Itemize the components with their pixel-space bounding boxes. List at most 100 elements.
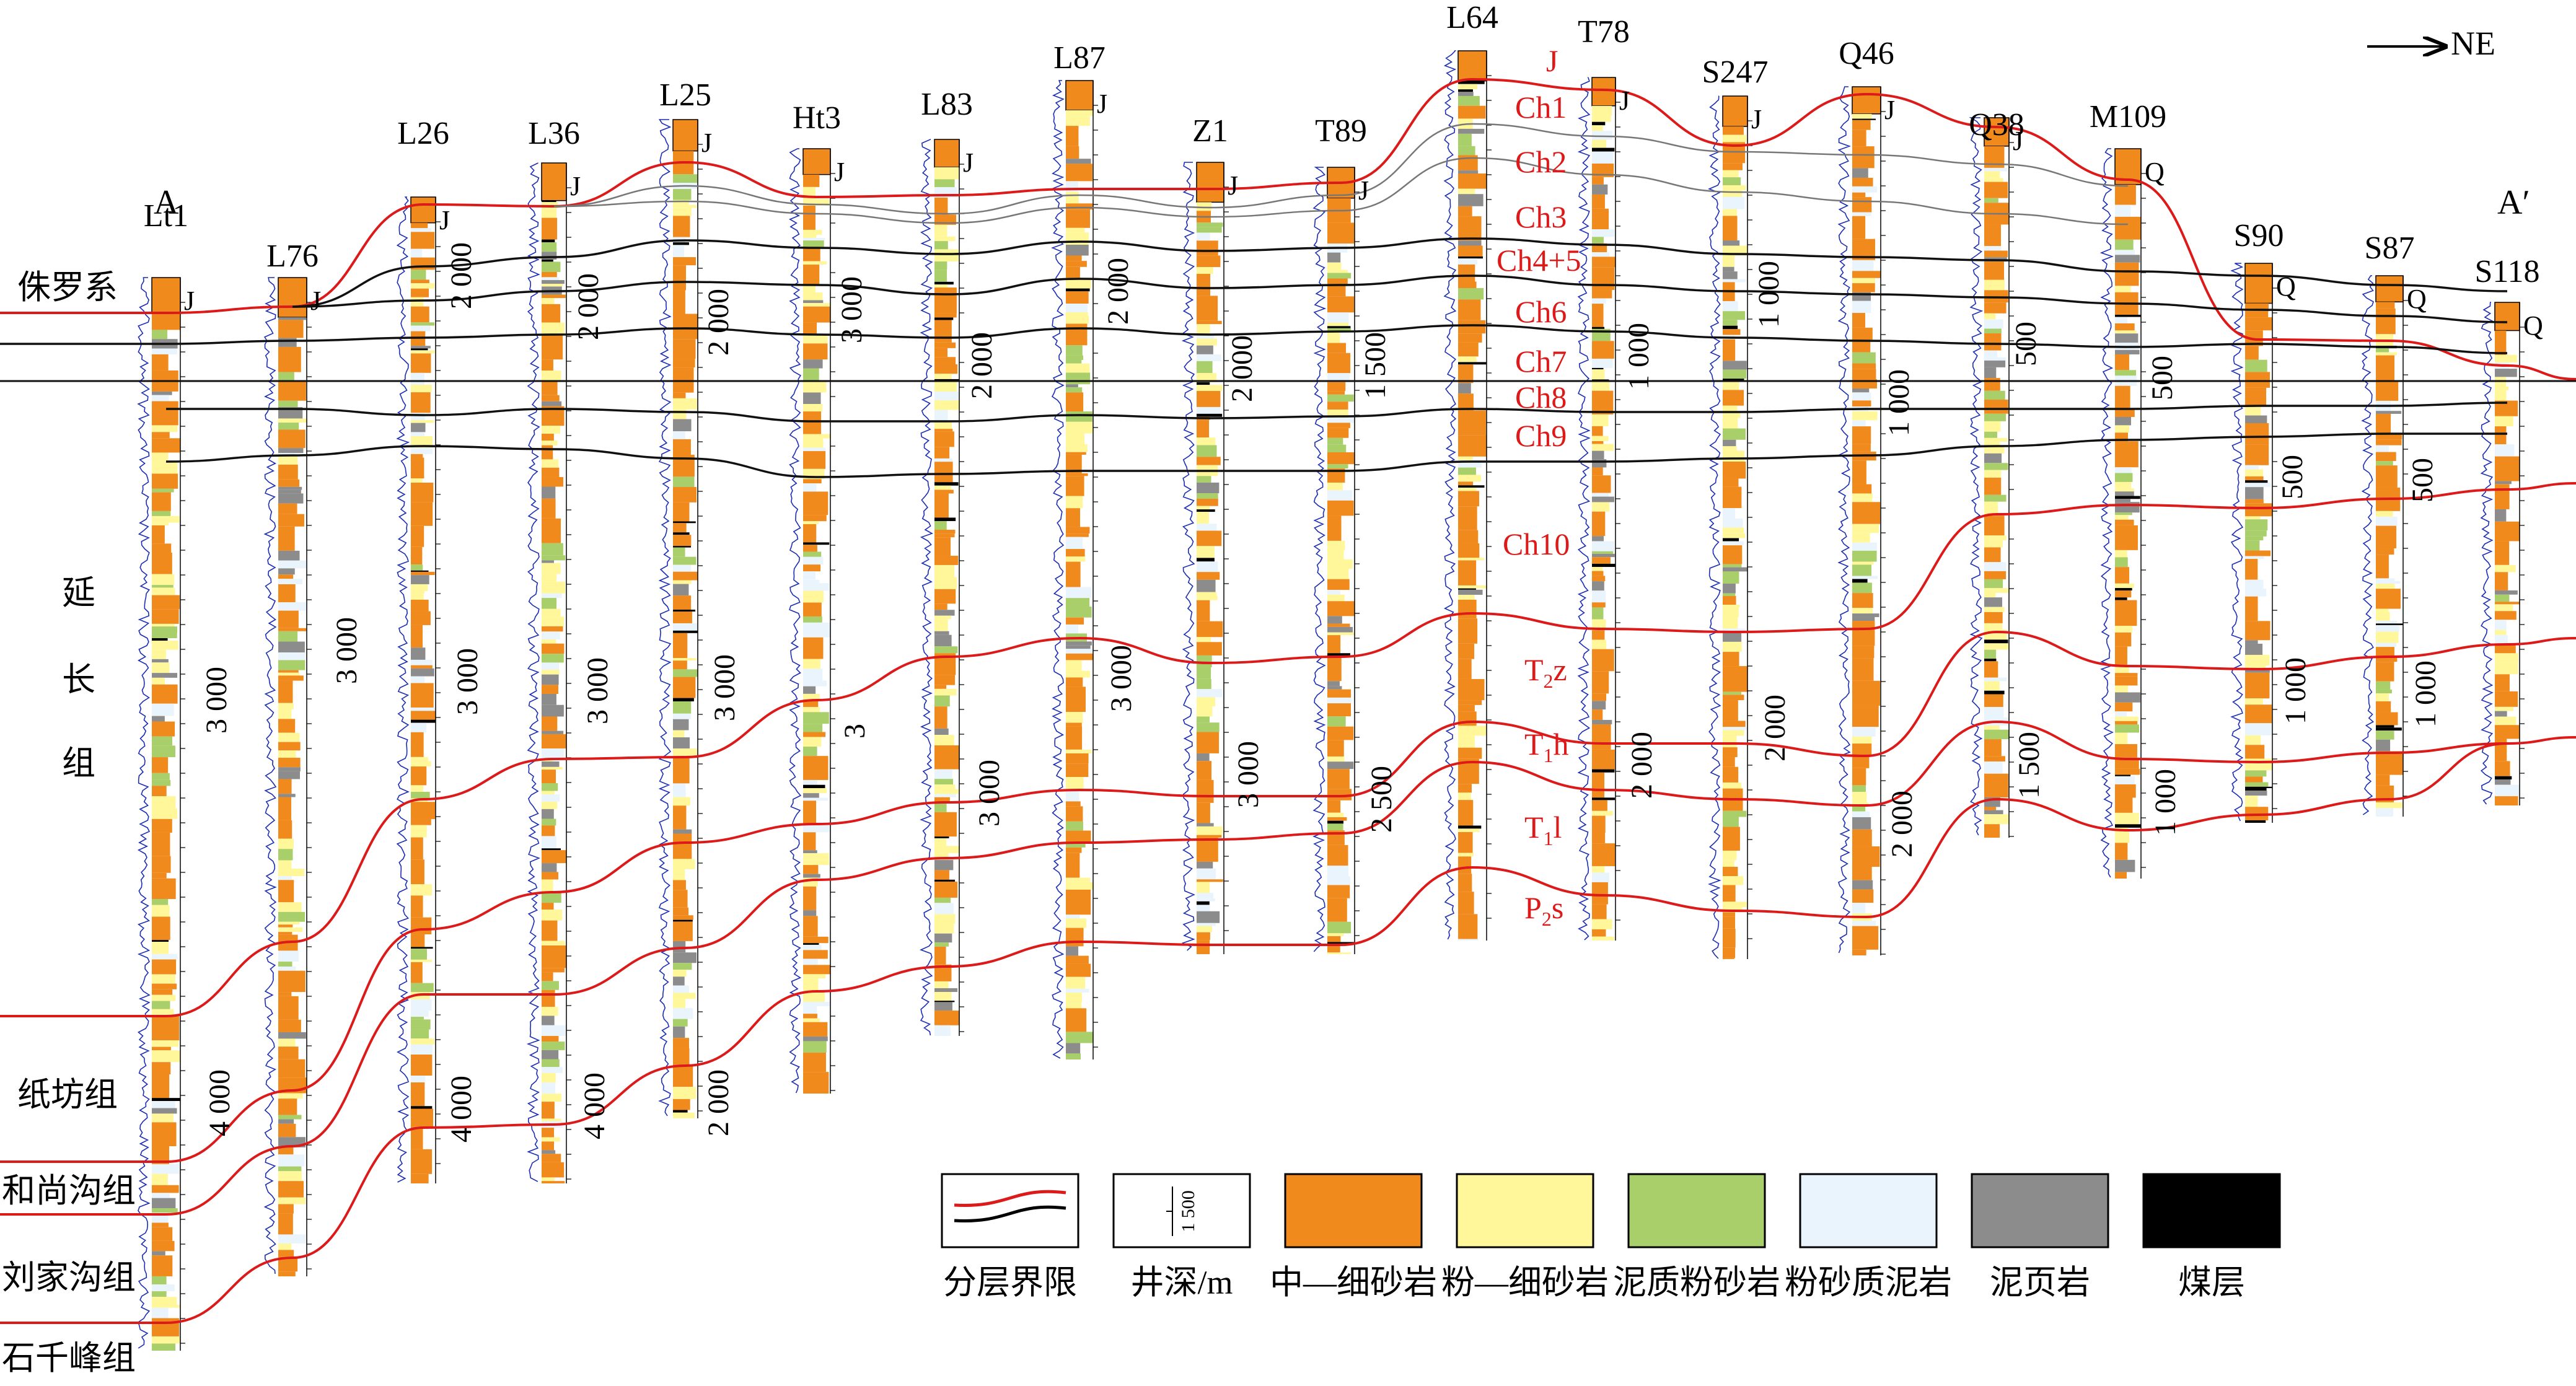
lithology-bed bbox=[2376, 689, 2392, 694]
lithology-bed bbox=[1592, 557, 1611, 564]
lithology-bed bbox=[1066, 641, 1092, 646]
lithology-bed bbox=[934, 933, 952, 943]
lithology-bed bbox=[803, 451, 826, 469]
legend-item: 泥质粉砂岩 bbox=[1613, 1173, 1780, 1301]
gr-curve bbox=[1577, 77, 1591, 941]
lithology-bed bbox=[1852, 880, 1873, 890]
lithology-bed bbox=[934, 374, 952, 379]
lithology-bed bbox=[2115, 757, 2139, 769]
lithology-bed bbox=[1723, 583, 1736, 594]
lithology-bed bbox=[1984, 540, 2003, 548]
lithology-bed bbox=[152, 585, 174, 588]
lithology-bed bbox=[1066, 508, 1080, 527]
lithology-bed bbox=[934, 801, 947, 812]
lithology-bed bbox=[1327, 322, 1349, 327]
boundary-ch6 bbox=[0, 324, 2508, 354]
lithology-bed bbox=[1723, 721, 1746, 727]
formation-yanchang-1: 延 bbox=[62, 574, 95, 612]
lithology-bed bbox=[673, 660, 687, 670]
lithology-bed bbox=[1852, 118, 1876, 120]
lithology-bed bbox=[1066, 116, 1090, 126]
lithology-bed bbox=[1592, 444, 1614, 451]
well-cap bbox=[1196, 162, 1224, 203]
lithology-bed bbox=[1984, 246, 2002, 251]
lithology-bed bbox=[803, 438, 824, 448]
gr-curve bbox=[2230, 263, 2244, 822]
lithology-bed bbox=[411, 732, 424, 757]
boundary-ch9 bbox=[165, 432, 2507, 478]
lithology-bed bbox=[803, 404, 823, 412]
lithology-bed bbox=[803, 990, 825, 1002]
lithology-bed bbox=[1458, 543, 1480, 558]
lithology-bed bbox=[1852, 949, 1866, 955]
lithology-bed bbox=[542, 252, 557, 260]
lithology-bed bbox=[1066, 203, 1093, 210]
lithology-bed bbox=[2376, 739, 2391, 752]
lithology-bed bbox=[673, 367, 694, 393]
lithology-bed bbox=[1327, 394, 1354, 402]
lithology-bed bbox=[1066, 712, 1083, 723]
well-cap bbox=[1852, 86, 1881, 115]
lithology-bed bbox=[934, 489, 954, 494]
depth-mark: 500 bbox=[2276, 455, 2309, 499]
lithology-bed bbox=[542, 208, 557, 218]
gr-curve bbox=[137, 277, 151, 1349]
lithology-bed bbox=[1458, 362, 1487, 365]
lithology-bed bbox=[1852, 369, 1876, 380]
lithology-bed bbox=[152, 1164, 180, 1174]
lithology-bed bbox=[803, 886, 817, 911]
lithology-bed bbox=[152, 899, 169, 905]
lithology-bed bbox=[2245, 665, 2266, 670]
lithology-bed bbox=[934, 364, 958, 374]
lithology-bed bbox=[2115, 286, 2131, 292]
lithology-bed bbox=[1723, 508, 1735, 519]
depth-mark: 2 000 bbox=[1759, 695, 1791, 761]
lithology-bed bbox=[934, 1001, 955, 1002]
lithology-bed bbox=[1984, 597, 2003, 607]
lithology-bed bbox=[1592, 607, 1604, 620]
lithology-bed bbox=[673, 571, 698, 581]
well-log-m109 bbox=[2099, 148, 2146, 879]
lithology-bed bbox=[1066, 830, 1091, 843]
lithology-bed bbox=[411, 1106, 433, 1109]
lithology-bed bbox=[278, 680, 293, 703]
lithology-bed bbox=[1197, 923, 1216, 926]
lithology-bed bbox=[673, 521, 696, 524]
lithology-bed bbox=[2495, 796, 2518, 805]
gr-curve bbox=[1837, 86, 1851, 954]
lithology-bed bbox=[2495, 521, 2520, 542]
lithology-bed bbox=[278, 1234, 306, 1244]
lithology-bed bbox=[934, 458, 953, 462]
lithology-bed bbox=[1327, 278, 1348, 286]
lithology-bed bbox=[411, 599, 429, 612]
lithology-bed bbox=[1984, 453, 2002, 463]
lithology-bed bbox=[1066, 946, 1079, 956]
lithology-bed bbox=[1723, 379, 1744, 382]
lithology-bed bbox=[1197, 898, 1215, 901]
lithology-bed bbox=[152, 1122, 177, 1147]
lithology-bed bbox=[934, 812, 957, 837]
lithology-bed bbox=[673, 719, 689, 730]
lithology-bed bbox=[2495, 761, 2510, 776]
lithology-bed bbox=[1327, 623, 1350, 627]
lithology-bed bbox=[278, 902, 302, 912]
lithology-bed bbox=[1852, 313, 1865, 328]
well-log-s247 bbox=[1708, 95, 1752, 959]
lithology-bed bbox=[1327, 437, 1343, 445]
legend-swatch bbox=[1112, 1173, 1251, 1248]
lithology-bed bbox=[1066, 421, 1092, 434]
lithology-bed bbox=[1066, 126, 1079, 146]
lithology-bed bbox=[2376, 548, 2394, 555]
lithology-bed bbox=[803, 756, 829, 780]
lithology-bed bbox=[673, 547, 685, 557]
lithology-bed bbox=[542, 794, 560, 802]
lithology-bed bbox=[411, 1126, 423, 1149]
lithology-bed bbox=[1723, 695, 1744, 701]
lithology-bed bbox=[542, 560, 554, 563]
lithology-bed bbox=[411, 676, 425, 683]
lithology-bed bbox=[2495, 674, 2510, 691]
lithology-bed bbox=[934, 380, 957, 392]
lithology-bed bbox=[1066, 244, 1089, 256]
lithology-bed bbox=[542, 968, 565, 973]
lithology-bed bbox=[278, 970, 306, 993]
